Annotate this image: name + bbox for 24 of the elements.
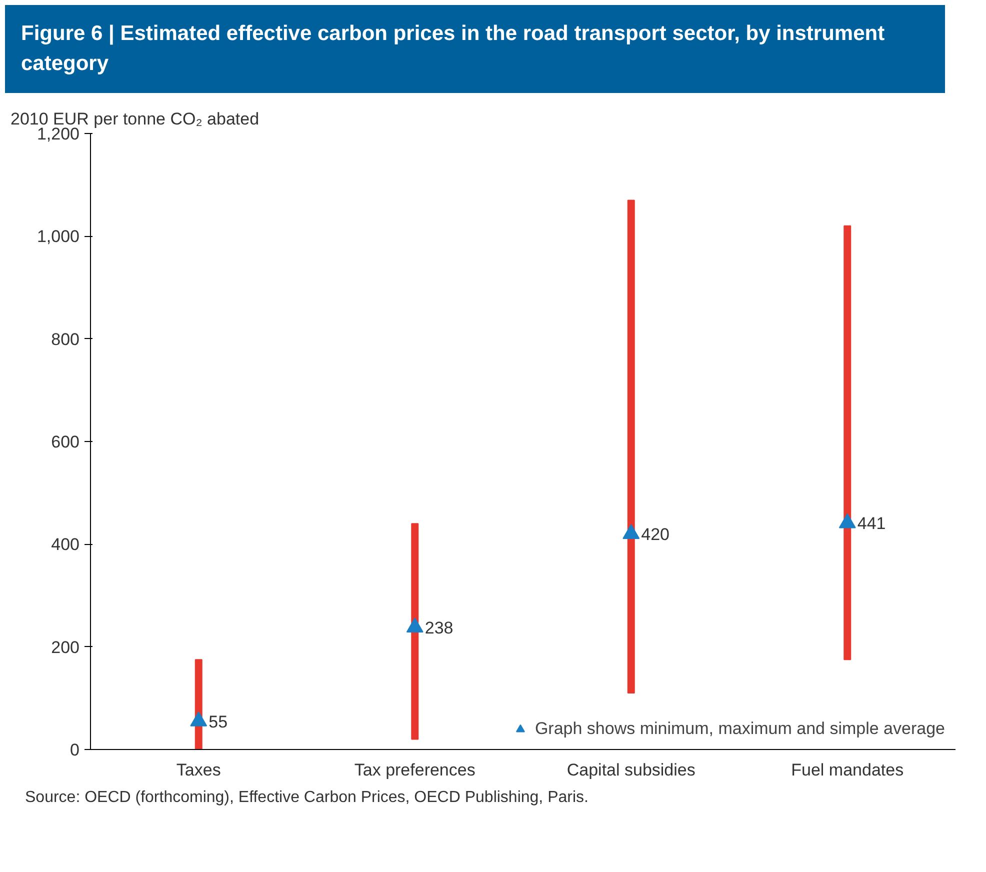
y-tick-label: 800	[51, 330, 80, 349]
x-tick-label: Capital subsidies	[566, 760, 696, 780]
point	[838, 513, 856, 528]
y-tick-label: 400	[51, 535, 80, 554]
y-tick-label: 1,000	[36, 227, 80, 246]
bar	[411, 523, 419, 740]
data-label: 238	[424, 618, 454, 638]
point	[406, 618, 424, 632]
point	[622, 524, 640, 540]
bar	[844, 225, 852, 660]
data-label: 55	[208, 712, 228, 732]
x-tick-label: Tax preferences	[354, 760, 476, 780]
legend-label: Graph shows minimum, maximum and simple average	[534, 719, 945, 739]
point	[190, 712, 208, 726]
source-note: Source: OECD (forthcoming), Effective Carbon Prices, OECD Publishing, Paris.	[24, 788, 588, 808]
data-label: 420	[641, 524, 670, 544]
data-label: 441	[857, 514, 886, 534]
y-tick-label: 200	[51, 638, 80, 657]
x-tick-label: Taxes	[176, 760, 221, 780]
bar	[627, 200, 635, 694]
chart-title: Figure 6 | Estimated effective carbon prices in the road transport sector, by instrument category	[5, 5, 945, 93]
x-tick-label: Fuel mandates	[791, 760, 904, 780]
y-tick-label: 0	[70, 740, 80, 760]
y-tick-label: 600	[51, 432, 80, 452]
